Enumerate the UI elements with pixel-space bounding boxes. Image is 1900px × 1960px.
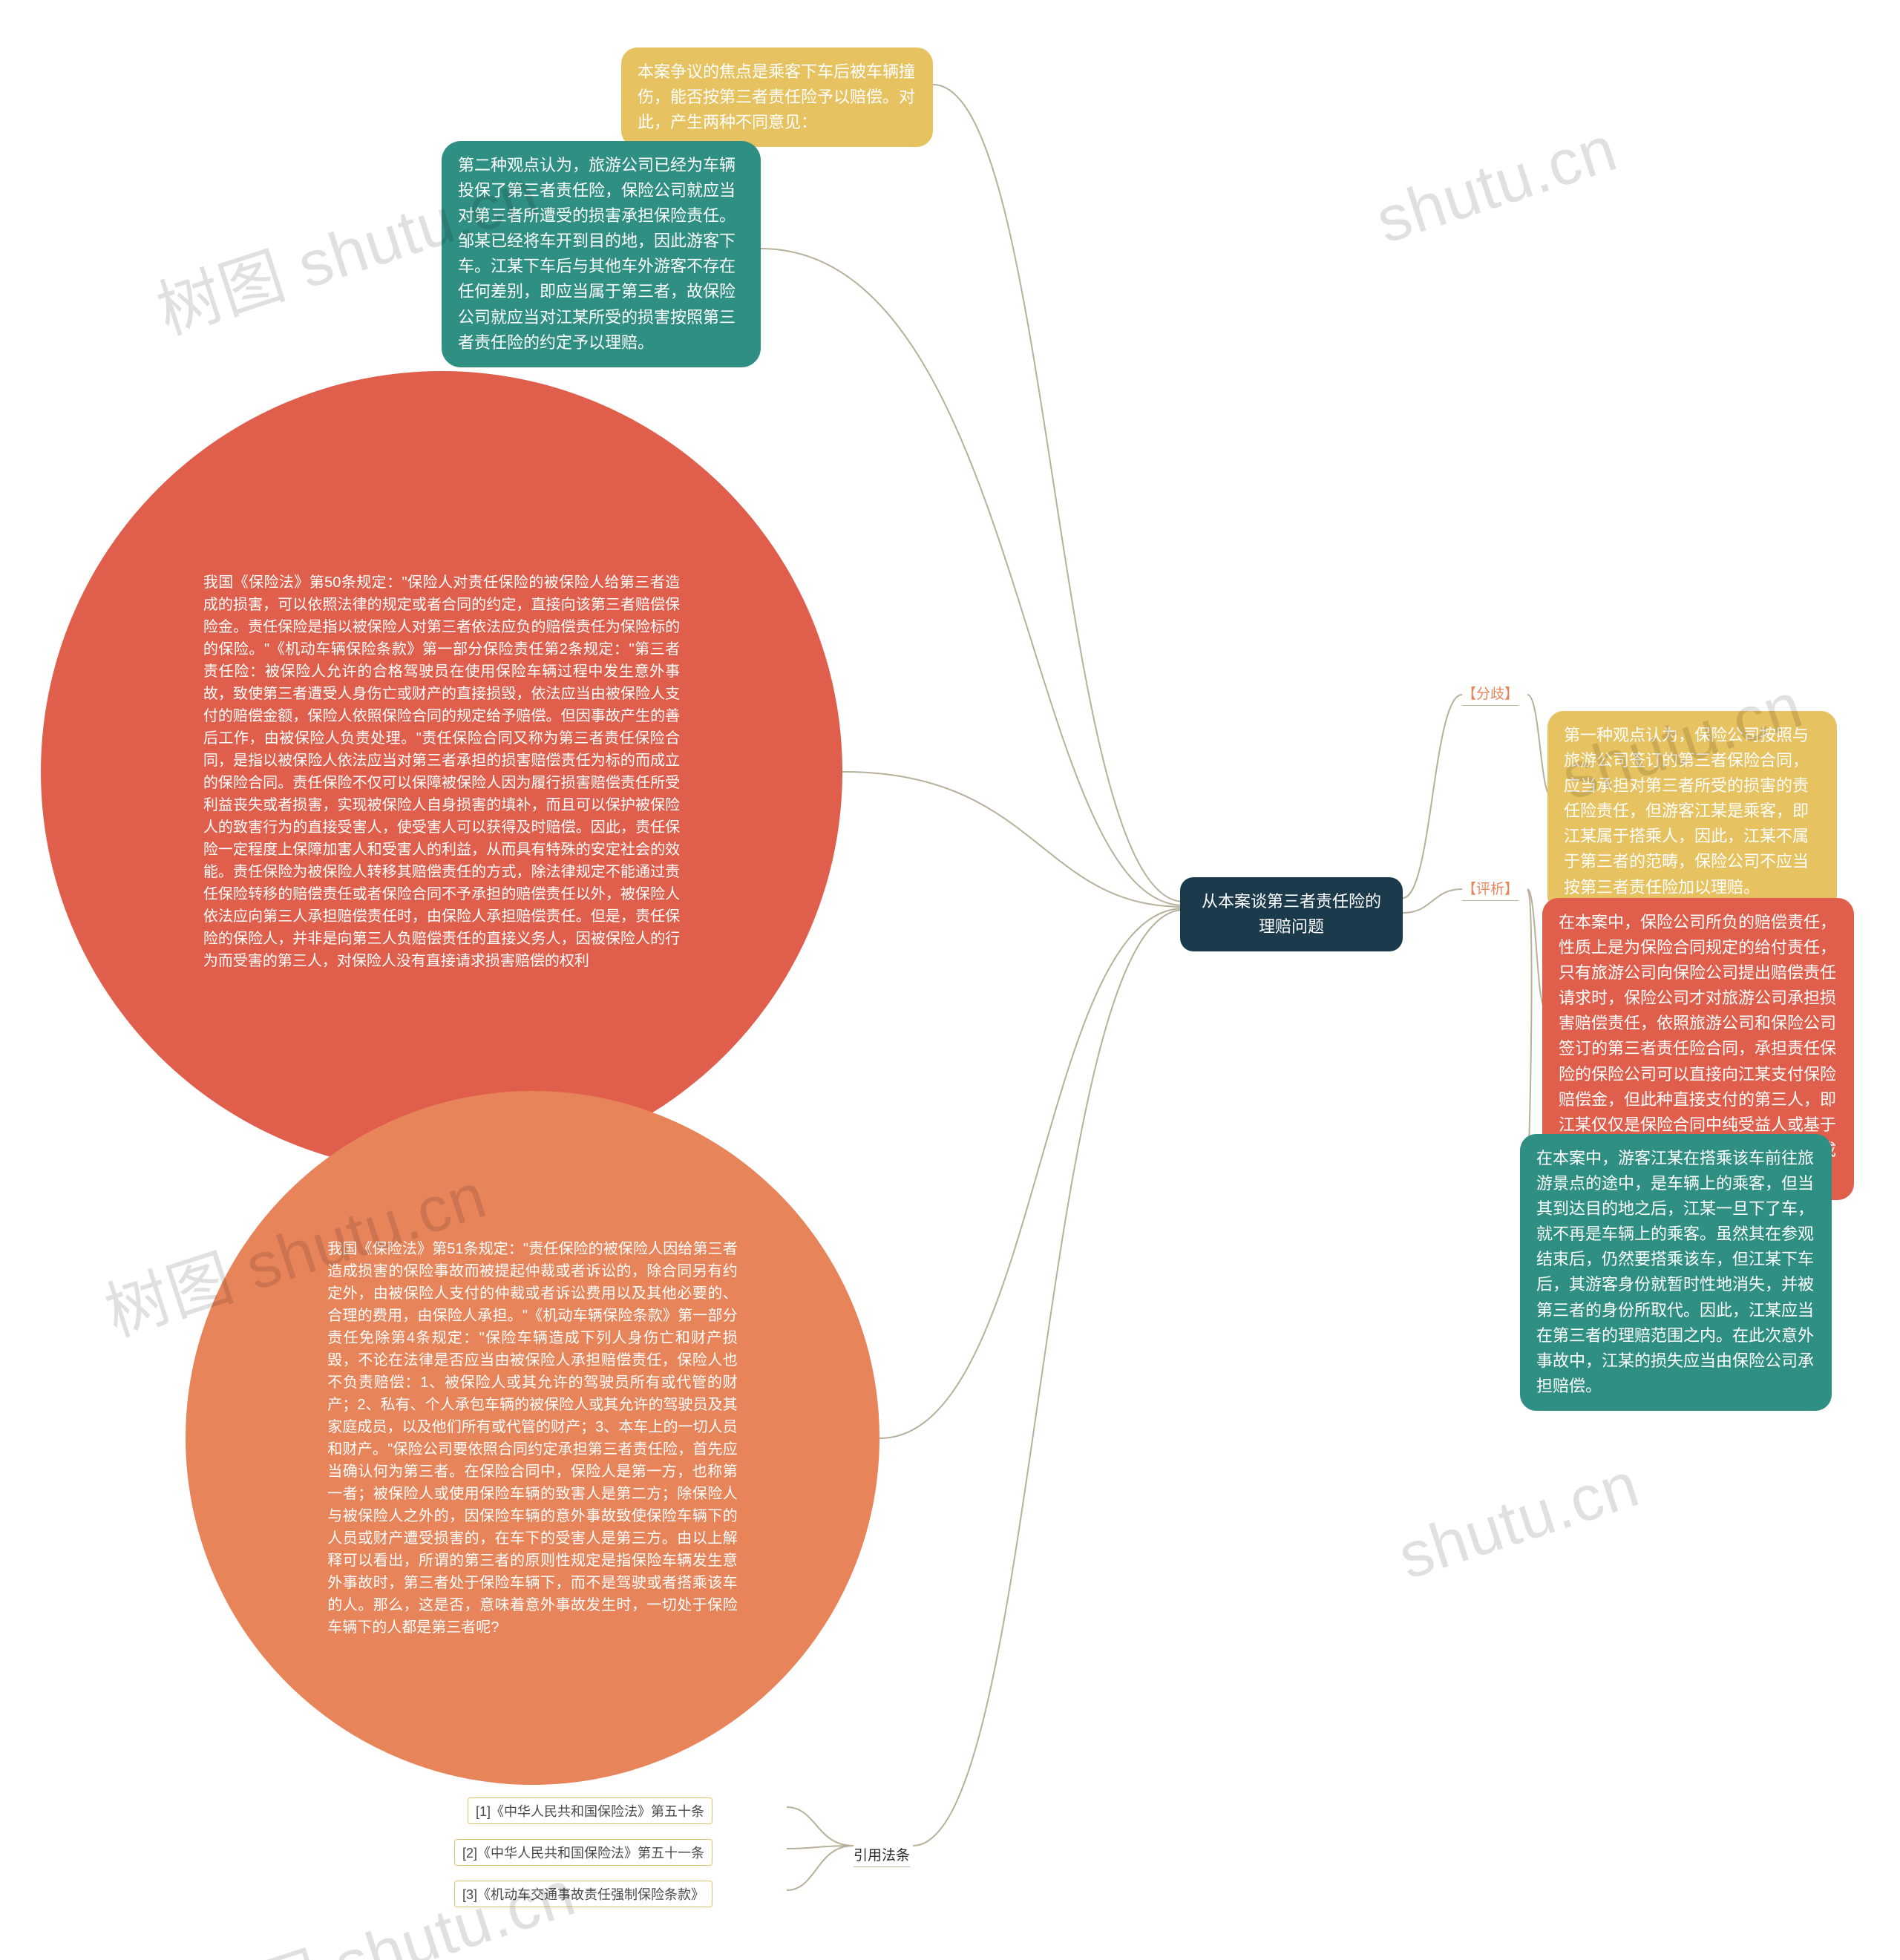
node-law-article-51[interactable]: 我国《保险法》第51条规定："责任保险的被保险人因给第三者造成损害的保险事故而被… bbox=[186, 1091, 879, 1785]
node-law-article-50-text: 我国《保险法》第50条规定："保险人对责任保险的被保险人给第三者造成的损害，可以… bbox=[203, 574, 680, 969]
section-analysis[interactable]: 【评析】 bbox=[1462, 878, 1519, 901]
node-dispute-focus[interactable]: 本案争议的焦点是乘客下车后被车辆撞伤，能否按第三者责任险予以赔偿。对此，产生两种… bbox=[621, 47, 933, 147]
edge bbox=[787, 1807, 854, 1846]
edge bbox=[913, 910, 1184, 1846]
node-analysis-passenger[interactable]: 在本案中，游客江某在搭乘该车前往旅游景点的途中，是车辆上的乘客，但当其到达目的地… bbox=[1520, 1134, 1832, 1411]
node-law-article-51-text: 我国《保险法》第51条规定："责任保险的被保险人因给第三者造成损害的保险事故而被… bbox=[327, 1241, 737, 1636]
section-analysis-text: 【评析】 bbox=[1462, 882, 1519, 897]
edge bbox=[879, 908, 1184, 1438]
section-cite-text: 引用法条 bbox=[854, 1848, 910, 1864]
edge bbox=[933, 85, 1184, 902]
section-cite[interactable]: 引用法条 bbox=[854, 1844, 910, 1867]
edge bbox=[787, 1846, 854, 1849]
edge bbox=[787, 1846, 854, 1890]
reference-item[interactable]: [2]《中华人民共和国保险法》第五十一条 bbox=[454, 1839, 712, 1866]
edge bbox=[842, 772, 1184, 907]
edge bbox=[1403, 695, 1462, 898]
reference-item[interactable]: [1]《中华人民共和国保险法》第五十条 bbox=[468, 1797, 712, 1824]
reference-item[interactable]: [3]《机动车交通事故责任强制保险条款》 bbox=[454, 1881, 712, 1907]
edge bbox=[1403, 889, 1462, 913]
watermark: shutu.cn bbox=[1390, 1448, 1648, 1594]
node-law-article-50[interactable]: 我国《保险法》第50条规定："保险人对责任保险的被保险人给第三者造成的损害，可以… bbox=[41, 371, 842, 1173]
node-first-view[interactable]: 第一种观点认为，保险公司按照与旅游公司签订的第三者保险合同，应当承担对第三者所受… bbox=[1547, 711, 1837, 912]
node-analysis-passenger-text: 在本案中，游客江某在搭乘该车前往旅游景点的途中，是车辆上的乘客，但当其到达目的地… bbox=[1536, 1149, 1814, 1395]
section-divergence[interactable]: 【分歧】 bbox=[1462, 683, 1519, 706]
node-first-view-text: 第一种观点认为，保险公司按照与旅游公司签订的第三者保险合同，应当承担对第三者所受… bbox=[1564, 726, 1809, 897]
root-node[interactable]: 从本案谈第三者责任险的理赔问题 bbox=[1180, 877, 1403, 951]
node-dispute-focus-text: 本案争议的焦点是乘客下车后被车辆撞伤，能否按第三者责任险予以赔偿。对此，产生两种… bbox=[638, 62, 915, 131]
node-second-view[interactable]: 第二种观点认为，旅游公司已经为车辆投保了第三者责任险，保险公司就应当对第三者所遭… bbox=[442, 141, 761, 367]
node-second-view-text: 第二种观点认为，旅游公司已经为车辆投保了第三者责任险，保险公司就应当对第三者所遭… bbox=[458, 156, 736, 352]
watermark: shutu.cn bbox=[1368, 112, 1625, 258]
section-divergence-text: 【分歧】 bbox=[1462, 686, 1519, 702]
root-text: 从本案谈第三者责任险的理赔问题 bbox=[1196, 889, 1386, 940]
